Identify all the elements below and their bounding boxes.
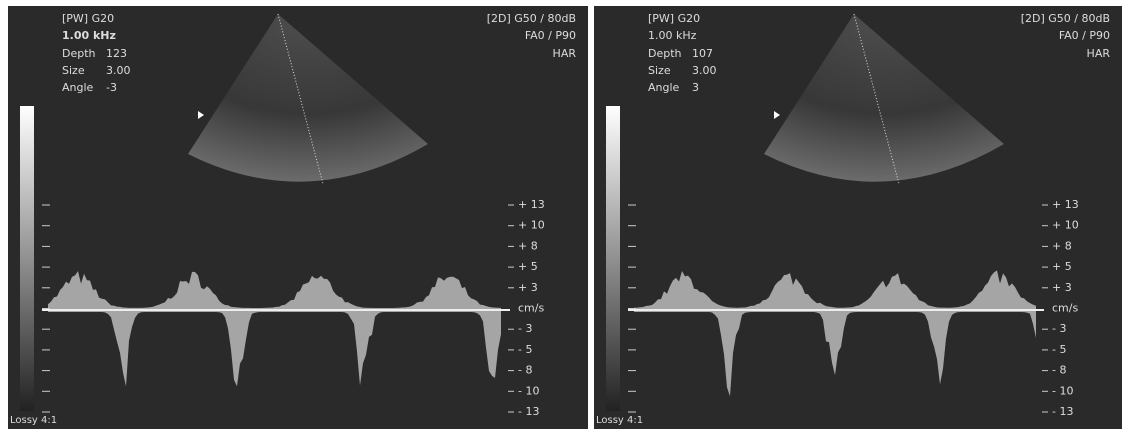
scale-label: + 5 [1052,260,1072,273]
scale-label: - 8 [518,364,532,377]
scale-label: - 5 [1052,343,1066,356]
scale-label: + 13 [518,198,545,211]
scale-label: - 8 [1052,364,1066,377]
param-label: Size [62,64,85,77]
param-value: 3.00 [692,64,717,77]
scale-label: + 13 [1052,198,1079,211]
gray-bar [20,106,34,411]
param-label: Depth [648,47,682,60]
frequency: 1.00 kHz [62,29,116,42]
scale-label: + 10 [518,219,545,232]
scale-label: - 10 [518,384,539,397]
param-label: Depth [62,47,96,60]
param-value: 107 [692,47,713,60]
scale-label: - 13 [1052,405,1073,418]
harmonic: HAR [553,47,577,60]
param-value: 123 [106,47,127,60]
scale-label: + 8 [518,239,538,252]
compression: Lossy 4:1 [596,415,643,426]
scale-label: - 3 [518,322,532,335]
screen: [PW] G20 1.00 kHz Depth 123 Size 3.00 Angle -3 [… [0,0,1130,429]
scale-label: + 3 [1052,281,1072,294]
scale-label: + 5 [518,260,538,273]
scale-label: cm/s [518,302,544,315]
settings: [2D] G50 / 80dB [1021,12,1110,25]
scale-label: - 5 [518,343,532,356]
mode: [PW] G20 [62,12,114,25]
gray-bar [606,106,620,411]
frequency: 1.00 kHz [648,29,697,42]
scale-label: + 3 [518,281,538,294]
scale-label: cm/s [1052,302,1078,315]
param-value: 3.00 [106,64,131,77]
ultrasound-panel: [PW] G20 1.00 kHz Depth 123 Size 3.00 Angle -3 [… [8,6,588,429]
param-label: Size [648,64,671,77]
filters: FA0 / P90 [525,29,576,42]
filters: FA0 / P90 [1059,29,1110,42]
param-label: Angle [648,81,680,94]
compression: Lossy 4:1 [10,415,57,426]
scale-label: - 3 [1052,322,1066,335]
scale-label: + 10 [1052,219,1079,232]
scale-label: + 8 [1052,239,1072,252]
ultrasound-panel: [PW] G20 1.00 kHz Depth 107 Size 3.00 Angle 3 [2… [594,6,1122,429]
scale-label: - 13 [518,405,539,418]
param-value: 3 [692,81,699,94]
scale-label: - 10 [1052,384,1073,397]
settings: [2D] G50 / 80dB [487,12,576,25]
mode: [PW] G20 [648,12,700,25]
param-value: -3 [106,81,117,94]
param-label: Angle [62,81,94,94]
harmonic: HAR [1087,47,1111,60]
